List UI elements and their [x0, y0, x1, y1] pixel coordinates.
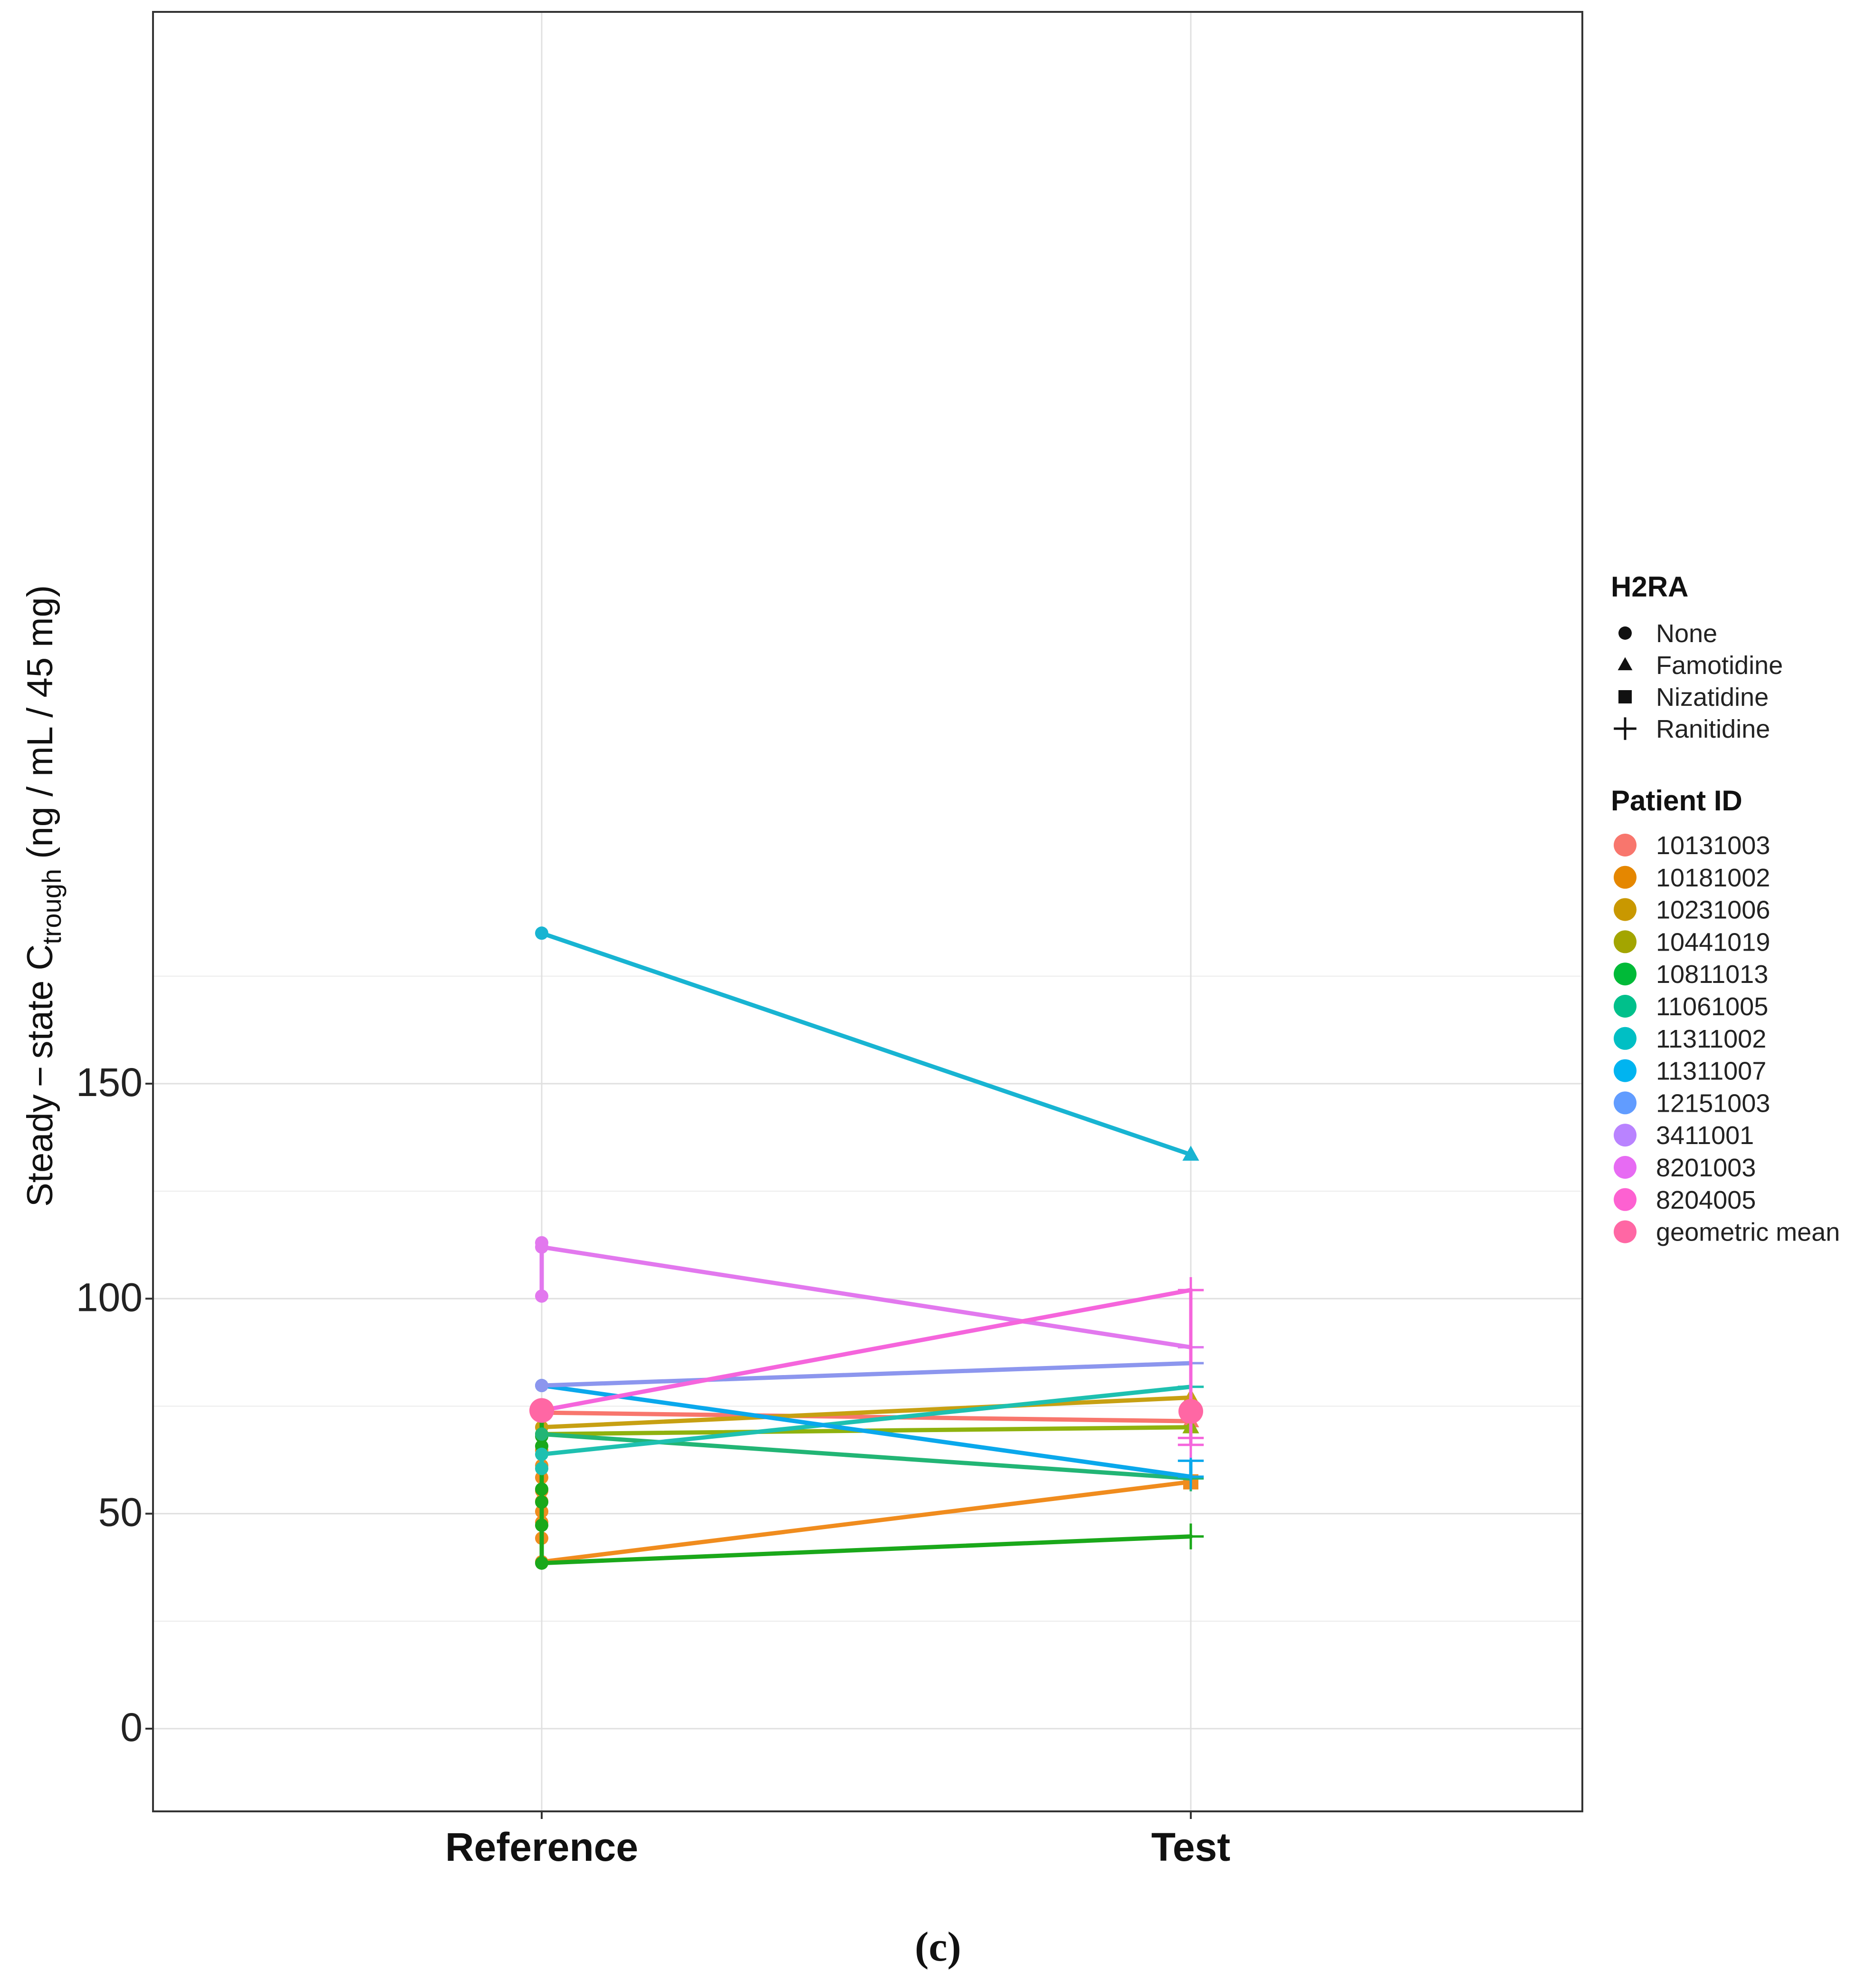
color-legend-item: 10811013 — [1614, 960, 1768, 989]
panel-label: (c) — [915, 1924, 961, 1970]
legend: H2RA None Famotidine Nizatidine Ranitidine Pa… — [1611, 571, 1840, 1247]
color-legend-item: 10131003 — [1614, 831, 1770, 860]
color-legend-label: 11311002 — [1656, 1025, 1766, 1053]
color-legend-key — [1614, 1156, 1637, 1179]
color-legend-label: 3411001 — [1656, 1121, 1754, 1150]
shape-legend-item: Ranitidine — [1614, 715, 1770, 743]
color-legend-item: 3411001 — [1614, 1121, 1754, 1150]
y-axis-title: Steady − state Ctrough (ng / mL / 45 mg) — [20, 585, 67, 1207]
shape-legend-key — [1614, 717, 1637, 740]
y-title-suffix: (ng / mL / 45 mg) — [20, 585, 60, 869]
reference-point — [535, 1427, 548, 1441]
color-legend-key — [1614, 962, 1637, 986]
color-legend-item: 12151003 — [1614, 1089, 1770, 1117]
color-legend-label: 8204005 — [1656, 1186, 1756, 1214]
color-legend-label: 8201003 — [1656, 1154, 1756, 1182]
shape-legend-label: None — [1656, 619, 1717, 648]
color-legend-label: 11061005 — [1656, 992, 1768, 1021]
color-legend-item: 8204005 — [1614, 1186, 1756, 1214]
color-legend-item: 11061005 — [1614, 992, 1768, 1021]
series-line — [539, 931, 1193, 1157]
color-legend-label: geometric mean — [1656, 1218, 1840, 1247]
x-tick-label: Test — [1151, 1825, 1230, 1869]
color-legend-label: 10181002 — [1656, 864, 1770, 892]
axes: 0 50 100 150 Reference Test — [76, 1060, 1230, 1869]
test-point — [1177, 1277, 1204, 1303]
reference-point — [535, 1495, 548, 1509]
mean-point — [529, 1398, 554, 1423]
color-legend-item: 10441019 — [1614, 928, 1770, 956]
mean-point — [1178, 1399, 1203, 1424]
reference-point — [535, 1462, 548, 1475]
color-legend-key — [1614, 930, 1637, 953]
series-line — [539, 1534, 1193, 1566]
shape-legend-key — [1618, 626, 1632, 640]
shape-legend-item: Famotidine — [1618, 651, 1783, 680]
series-line — [539, 1410, 1193, 1424]
series-11311007 — [535, 926, 1199, 1161]
x-tick-label: Reference — [445, 1825, 638, 1869]
shape-legend-key — [1618, 690, 1632, 703]
y-title-subscript: trough — [37, 869, 67, 944]
color-legend-item: geometric mean — [1614, 1218, 1840, 1247]
color-legend-key — [1614, 1059, 1637, 1082]
shape-legend-label: Famotidine — [1656, 651, 1783, 680]
color-legend-item: 10231006 — [1614, 896, 1770, 924]
shape-legend-key — [1618, 657, 1633, 671]
color-legend-label: 10131003 — [1656, 831, 1770, 860]
shape-legend-label: Nizatidine — [1656, 683, 1769, 712]
reference-point — [535, 1379, 548, 1393]
color-legend-key — [1614, 995, 1637, 1018]
panel-border — [152, 11, 1583, 1812]
reference-point — [535, 1236, 548, 1250]
y-tick-label: 0 — [120, 1705, 143, 1750]
shape-legend-label: Ranitidine — [1656, 715, 1770, 743]
color-legend-label: 12151003 — [1656, 1089, 1770, 1117]
test-point — [1177, 1425, 1204, 1451]
series-line — [539, 1480, 1193, 1564]
color-legend-label: 10441019 — [1656, 928, 1770, 956]
shape-legend-title: H2RA — [1611, 571, 1688, 603]
color-legend-key — [1614, 1124, 1637, 1147]
color-legend-key — [1614, 1188, 1637, 1211]
reference-point — [535, 1519, 548, 1532]
y-tick-label: 50 — [98, 1490, 143, 1535]
color-legend-item: 8201003 — [1614, 1154, 1756, 1182]
shape-legend-item: Nizatidine — [1618, 683, 1769, 712]
color-legend-key — [1614, 834, 1637, 856]
series-line — [539, 1288, 1193, 1413]
series-line — [539, 1385, 1193, 1457]
reference-point — [535, 1556, 548, 1570]
test-point — [1177, 1523, 1204, 1549]
color-legend-key — [1614, 898, 1637, 921]
color-legend-label: 10231006 — [1656, 896, 1770, 924]
reference-point — [535, 1289, 548, 1303]
series-layer — [529, 926, 1204, 1570]
series-line — [539, 1383, 1193, 1479]
color-legend-key — [1614, 1027, 1637, 1050]
reference-point — [535, 1482, 548, 1496]
color-legend-key — [1614, 866, 1637, 889]
color-legend-label: 11311007 — [1656, 1057, 1766, 1086]
color-legend-key — [1614, 1091, 1637, 1115]
y-tick-label: 150 — [76, 1060, 143, 1105]
color-legend-label: 10811013 — [1656, 960, 1768, 989]
color-legend-key — [1614, 1220, 1637, 1243]
reference-point — [535, 926, 548, 940]
color-legend-item: 10181002 — [1614, 864, 1770, 892]
reference-point — [535, 1447, 548, 1461]
series-line — [539, 1245, 1193, 1350]
series-line — [539, 1361, 1193, 1388]
series-line — [539, 1395, 1193, 1430]
series-geometric-mean — [529, 1398, 1203, 1424]
test-point — [1182, 1145, 1199, 1161]
shape-legend-item: None — [1618, 619, 1717, 648]
color-legend-title: Patient ID — [1611, 785, 1742, 817]
y-tick-label: 100 — [76, 1275, 143, 1319]
color-legend-item: 11311007 — [1614, 1057, 1766, 1086]
color-legend-item: 11311002 — [1614, 1025, 1766, 1053]
y-title-prefix: Steady − state C — [20, 944, 60, 1207]
